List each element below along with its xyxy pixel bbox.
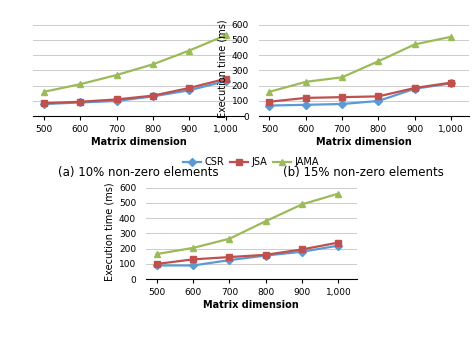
X-axis label: Matrix dimension: Matrix dimension xyxy=(91,137,186,147)
Text: (b) 15% non-zero elements: (b) 15% non-zero elements xyxy=(283,165,444,179)
Line: JSA: JSA xyxy=(267,80,454,105)
Line: CSR: CSR xyxy=(41,78,228,107)
JAMA xyxy=(266,90,272,94)
CSR xyxy=(154,263,160,268)
JAMA xyxy=(114,73,119,77)
JAMA xyxy=(150,62,156,67)
JSA xyxy=(299,247,305,252)
CSR xyxy=(114,99,119,103)
JAMA xyxy=(299,202,305,207)
JSA xyxy=(263,253,269,257)
Line: CSR: CSR xyxy=(267,81,454,108)
JAMA xyxy=(227,237,232,241)
Y-axis label: Execution time (ms): Execution time (ms) xyxy=(105,183,115,281)
JSA xyxy=(114,97,119,102)
JAMA xyxy=(41,90,47,94)
CSR xyxy=(41,102,47,106)
JAMA xyxy=(448,35,454,39)
JSA xyxy=(375,94,381,98)
JSA xyxy=(339,95,345,99)
JAMA xyxy=(303,80,309,84)
JAMA xyxy=(375,59,381,63)
JSA xyxy=(41,101,47,105)
CSR xyxy=(336,243,341,248)
JSA xyxy=(412,86,418,90)
JAMA xyxy=(223,33,228,37)
JSA xyxy=(187,86,192,90)
JAMA xyxy=(190,246,196,250)
JSA xyxy=(266,100,272,104)
CSR xyxy=(190,263,196,268)
JSA xyxy=(190,257,196,261)
JAMA xyxy=(154,252,160,256)
Legend: CSR, JSA, JAMA: CSR, JSA, JAMA xyxy=(180,153,323,171)
CSR xyxy=(150,94,156,98)
CSR xyxy=(299,250,305,254)
JSA xyxy=(154,262,160,266)
Line: JAMA: JAMA xyxy=(267,34,454,95)
Y-axis label: Execution time (ms): Execution time (ms) xyxy=(218,20,228,118)
CSR xyxy=(227,258,232,262)
CSR xyxy=(223,79,228,83)
CSR xyxy=(303,103,309,107)
JSA xyxy=(150,93,156,98)
JSA xyxy=(223,77,228,81)
CSR xyxy=(266,103,272,108)
Line: JAMA: JAMA xyxy=(41,33,228,95)
JSA xyxy=(303,96,309,100)
JAMA xyxy=(339,75,345,79)
Text: (a) 10% non-zero elements: (a) 10% non-zero elements xyxy=(58,165,219,179)
CSR xyxy=(375,99,381,103)
JAMA xyxy=(412,42,418,47)
CSR xyxy=(339,102,345,106)
CSR xyxy=(78,100,83,105)
X-axis label: Matrix dimension: Matrix dimension xyxy=(203,300,299,310)
Line: JSA: JSA xyxy=(41,76,228,106)
JAMA xyxy=(336,192,341,196)
JSA xyxy=(78,100,83,104)
JSA xyxy=(227,255,232,259)
Line: CSR: CSR xyxy=(154,243,341,268)
CSR xyxy=(187,88,192,92)
CSR xyxy=(412,87,418,91)
Line: JAMA: JAMA xyxy=(154,191,341,257)
CSR xyxy=(448,81,454,86)
Line: JSA: JSA xyxy=(154,240,341,267)
JAMA xyxy=(78,82,83,86)
JSA xyxy=(448,81,454,85)
JAMA xyxy=(263,219,269,223)
X-axis label: Matrix dimension: Matrix dimension xyxy=(316,137,412,147)
JSA xyxy=(336,241,341,245)
JAMA xyxy=(187,48,192,53)
CSR xyxy=(263,253,269,258)
